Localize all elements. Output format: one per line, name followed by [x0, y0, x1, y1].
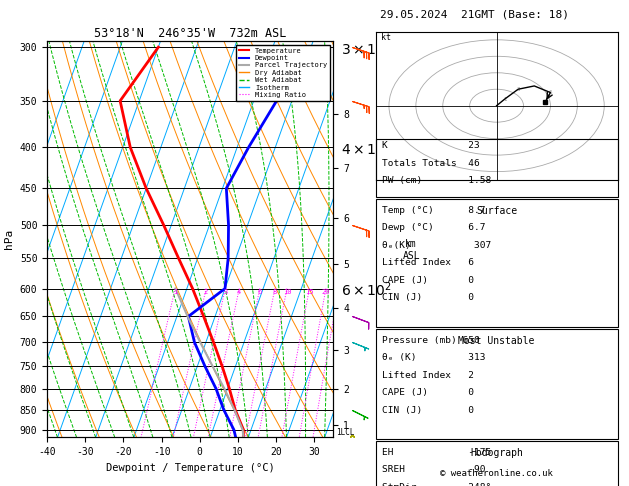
Text: Hodograph: Hodograph	[470, 448, 523, 458]
Text: 3: 3	[223, 289, 227, 295]
Y-axis label: km
ASL: km ASL	[403, 240, 420, 261]
Text: Surface: Surface	[476, 206, 517, 216]
Text: Temp (°C)      8.7: Temp (°C) 8.7	[382, 206, 486, 215]
Text: K              23: K 23	[382, 141, 479, 150]
X-axis label: Dewpoint / Temperature (°C): Dewpoint / Temperature (°C)	[106, 463, 275, 473]
Text: 29.05.2024  21GMT (Base: 18): 29.05.2024 21GMT (Base: 18)	[381, 9, 569, 19]
Legend: Temperature, Dewpoint, Parcel Trajectory, Dry Adiabat, Wet Adiabat, Isotherm, Mi: Temperature, Dewpoint, Parcel Trajectory…	[236, 45, 330, 101]
Text: 8: 8	[273, 289, 277, 295]
Text: 10: 10	[282, 289, 291, 295]
Text: 1: 1	[503, 97, 506, 102]
Text: EH             -175: EH -175	[382, 448, 491, 457]
Text: 1LCL: 1LCL	[337, 428, 355, 437]
Text: Dewp (°C)      6.7: Dewp (°C) 6.7	[382, 224, 486, 232]
Text: Lifted Index   6: Lifted Index 6	[382, 259, 474, 267]
Text: 4: 4	[237, 289, 242, 295]
Title: 53°18'N  246°35'W  732m ASL: 53°18'N 246°35'W 732m ASL	[94, 27, 286, 40]
Text: 6: 6	[548, 90, 552, 95]
Text: CAPE (J)       0: CAPE (J) 0	[382, 388, 474, 397]
Text: Lifted Index   2: Lifted Index 2	[382, 371, 474, 380]
Text: CIN (J)        0: CIN (J) 0	[382, 406, 474, 415]
Text: 20: 20	[321, 289, 330, 295]
Text: CAPE (J)       0: CAPE (J) 0	[382, 276, 474, 285]
Text: 3: 3	[516, 87, 520, 92]
Text: SREH           -90: SREH -90	[382, 466, 486, 474]
Text: 2: 2	[204, 289, 208, 295]
Text: 6: 6	[258, 289, 262, 295]
Text: 15: 15	[305, 289, 314, 295]
Text: StmDir         248°: StmDir 248°	[382, 483, 491, 486]
Text: 1: 1	[173, 289, 177, 295]
Text: θₑ(K)           307: θₑ(K) 307	[382, 241, 491, 250]
Text: PW (cm)        1.58: PW (cm) 1.58	[382, 176, 491, 185]
Text: Totals Totals  46: Totals Totals 46	[382, 159, 479, 168]
Y-axis label: hPa: hPa	[4, 229, 14, 249]
Text: Pressure (mb) 650: Pressure (mb) 650	[382, 336, 479, 345]
Text: θₑ (K)         313: θₑ (K) 313	[382, 353, 486, 362]
Text: Most Unstable: Most Unstable	[459, 336, 535, 346]
Text: kt: kt	[381, 33, 391, 42]
Text: CIN (J)        0: CIN (J) 0	[382, 294, 474, 302]
Text: © weatheronline.co.uk: © weatheronline.co.uk	[440, 469, 554, 478]
